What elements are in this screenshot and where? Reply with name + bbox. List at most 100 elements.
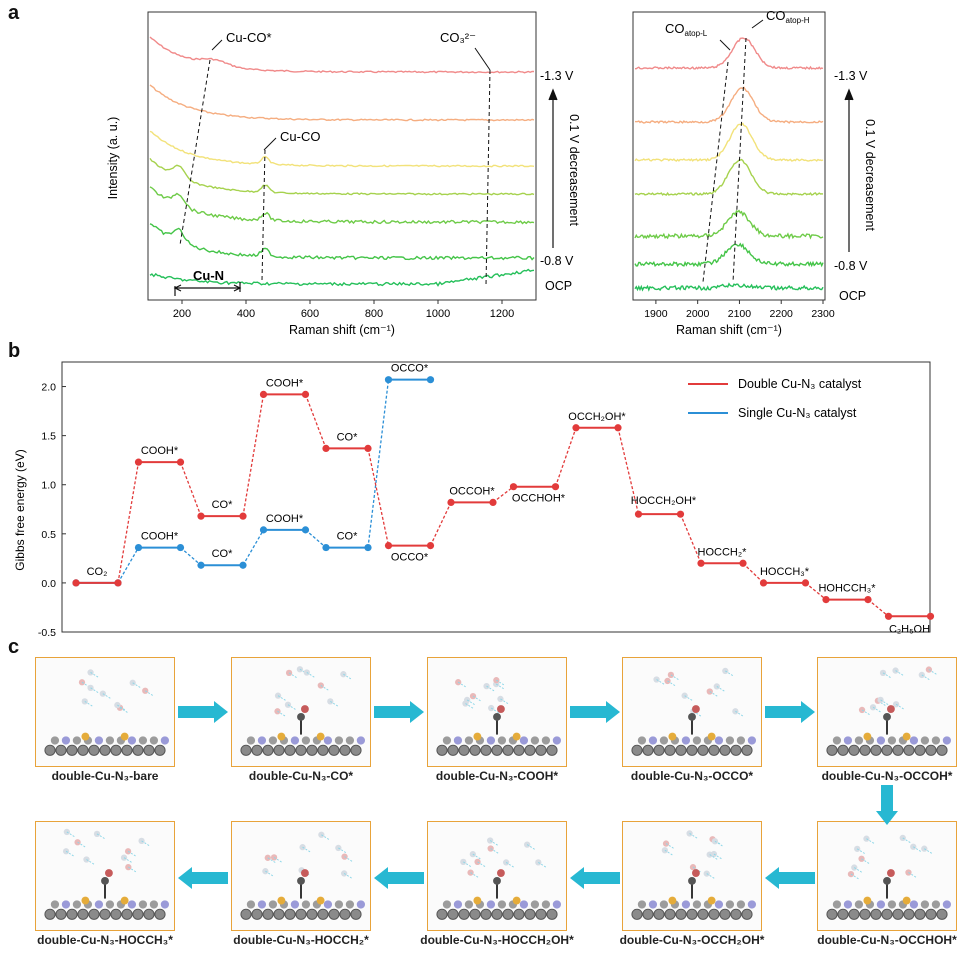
hydrogen-bond (90, 672, 99, 678)
left-raman-trace-2 (149, 84, 535, 122)
energy-connector (304, 394, 327, 449)
lattice-atom (920, 900, 930, 909)
solvent-atom (81, 698, 88, 705)
carbon-atom (55, 908, 67, 920)
arrow-shape (570, 701, 620, 723)
structure-model-graphic (436, 677, 562, 756)
carbon-atom (502, 908, 514, 920)
arrow-shape (876, 785, 898, 825)
hydrogen-bond (277, 695, 287, 701)
lattice-atom (497, 736, 507, 745)
oxygen-atom (105, 869, 113, 877)
energy-series (72, 376, 935, 620)
hydrogen-bond (912, 846, 922, 853)
right-raman-trace-3 (634, 122, 824, 162)
right-plot-frame (632, 11, 826, 301)
carbon-atom (469, 908, 481, 920)
structure-label: double-Cu-N₃-HOCCH₂* (233, 933, 369, 947)
hydrogen-bond (496, 679, 505, 686)
copper-atom (120, 896, 129, 905)
solvent-atom (78, 679, 86, 686)
energy-series-double (72, 390, 935, 620)
lattice-atom (530, 736, 540, 745)
energy-connector (180, 547, 202, 566)
arrow-shape (374, 867, 424, 889)
structure-label: double-Cu-N₃-OCCHOH* (817, 933, 957, 947)
carbon-atom (295, 908, 307, 920)
lattice-atom (832, 900, 842, 909)
carbon-atom (502, 744, 514, 756)
carbon-atom (524, 908, 536, 920)
energy-point (447, 498, 455, 506)
carbon-atom (447, 908, 459, 920)
solvent-atom (854, 845, 861, 852)
carbon-atom (883, 712, 891, 721)
carbon-atom (480, 908, 492, 920)
hydrogen-bond (144, 690, 154, 697)
energy-y-tick-label: 0.0 (41, 578, 56, 590)
hydrogen-bond (102, 693, 111, 699)
panel-letter-b: b (8, 340, 21, 362)
carbon-atom (66, 744, 78, 756)
solvent-atom (488, 704, 495, 712)
energy-point (134, 543, 143, 552)
hydrogen-bond (343, 873, 353, 879)
panel-c-structures: double-Cu-N₃-bare double-Cu-N₃-CO* double-… (0, 640, 978, 962)
right-raman-trace-2 (634, 86, 824, 124)
lattice-atom (681, 900, 691, 909)
carbon-atom (708, 744, 720, 756)
carbon-atom (154, 908, 166, 920)
energy-connector (367, 448, 390, 546)
carbon-atom (826, 908, 838, 920)
carbon-atom (925, 744, 937, 756)
energy-y-tick-label: 2.0 (41, 382, 56, 394)
lattice-atom (648, 736, 658, 745)
left-raman-trace-6 (149, 223, 535, 261)
structure-thumbnail (231, 657, 371, 767)
hydrogen-bond (90, 687, 99, 694)
carbon-atom (350, 908, 362, 920)
left-y-axis-label: Intensity (a. u.) (106, 117, 120, 200)
carbon-atom (458, 908, 470, 920)
right-traces (634, 37, 824, 292)
structure-thumbnail (817, 657, 957, 767)
copper-atom (707, 896, 716, 905)
energy-point (759, 579, 768, 587)
carbon-atom (339, 744, 351, 756)
hydrogen-bond (457, 681, 467, 688)
left-label-neg-1-3v: -1.3 V (540, 69, 574, 83)
energy-connector (492, 486, 514, 503)
left-potential-arrow (548, 88, 558, 248)
hydrogen-bond (714, 840, 724, 847)
lattice-atom (887, 900, 897, 909)
copper-atom (120, 732, 129, 741)
energy-connector (305, 529, 327, 549)
lattice-atom (442, 900, 452, 909)
lattice-atom (843, 900, 853, 909)
lattice-atom (138, 900, 148, 909)
carbon-atom (284, 908, 296, 920)
lattice-atom (920, 736, 930, 745)
hydrogen-bond (465, 703, 474, 709)
solvent-atom (296, 666, 304, 673)
solvent-atom (317, 682, 324, 689)
solvent-atom (284, 701, 292, 708)
right-raman-trace-6 (634, 242, 824, 268)
carbon-atom (675, 908, 687, 920)
left-x-tick-label: 1200 (490, 308, 514, 320)
right-annotation-arrows (719, 19, 764, 51)
right-label-neg-1-3v: -1.3 V (834, 69, 868, 83)
energy-point (384, 542, 393, 550)
arrow-shape (178, 867, 228, 889)
solvent-atom (303, 669, 310, 676)
lattice-atom (659, 736, 669, 745)
oxygen-atom (692, 705, 700, 713)
energy-point (926, 612, 935, 620)
hydrogen-bond (861, 709, 871, 716)
right-x-axis-label: Raman shift (cm⁻¹) (676, 323, 782, 337)
hydrogen-bond (490, 707, 500, 714)
carbon-atom (458, 744, 470, 756)
lattice-atom (486, 736, 496, 745)
lattice-atom (105, 900, 115, 909)
energy-point (322, 543, 330, 552)
